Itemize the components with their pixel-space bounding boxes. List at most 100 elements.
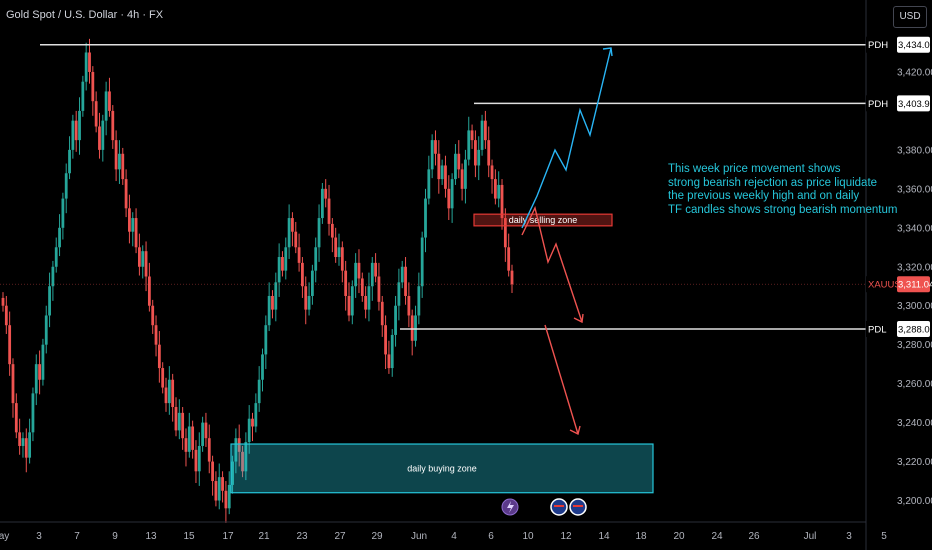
- candle-body: [51, 266, 55, 287]
- time-axis: ay 3 7 9 13 15 17 21 23 27 29 Jun 4 6 10 12 14 18 20 24 26 Ju…: [0, 521, 887, 542]
- candle-body: [334, 237, 338, 258]
- note-line: This week price movement shows: [668, 163, 841, 175]
- candle-body: [261, 354, 264, 380]
- candle-body: [304, 286, 308, 310]
- candle-body: [390, 334, 394, 369]
- candle-body: [1, 297, 5, 306]
- candle-body: [380, 301, 384, 326]
- candle-body: [201, 422, 205, 446]
- chart-overlays: daily selling zone daily buying zone: [0, 43, 866, 516]
- candle-body: [294, 231, 298, 248]
- candle-body: [257, 379, 261, 404]
- candle-body: [354, 262, 358, 287]
- lightning-icon: [507, 501, 514, 513]
- candle-body: [284, 247, 288, 271]
- candle-body: [474, 140, 477, 166]
- price-tick-label: 3,280.00: [897, 340, 932, 351]
- price-tick-label: 3,420.00: [897, 67, 932, 78]
- candle-body: [503, 218, 507, 248]
- note-line: strong bearish rejection as price liquid…: [668, 176, 878, 189]
- candle-body: [38, 364, 41, 380]
- price-tick-label: 3,200.00: [897, 496, 932, 507]
- price-tick-label: 3,380.00: [897, 145, 932, 156]
- candle-body: [404, 266, 407, 296]
- candle-body: [437, 153, 441, 180]
- level-name-label: PDL: [868, 324, 886, 335]
- time-tick-label: 17: [222, 531, 234, 542]
- candle-body: [78, 110, 81, 141]
- time-tick-label: 7: [74, 531, 80, 542]
- candle-body: [477, 149, 481, 166]
- candle-body: [101, 120, 105, 150]
- candle-body: [264, 325, 268, 355]
- level-price-label: 3,434.00: [898, 40, 932, 51]
- candle-body: [94, 101, 98, 127]
- price-tick-label: 3,240.00: [897, 418, 932, 429]
- price-tick-label: 3,340.00: [897, 223, 932, 234]
- time-tick-label: 3: [36, 531, 42, 542]
- time-tick-label: 24: [711, 531, 723, 542]
- level-name-label: XAUUSD: [868, 280, 908, 291]
- candle-body: [234, 438, 238, 462]
- candle-body: [324, 188, 328, 199]
- candle-body: [360, 278, 364, 296]
- candle-body: [454, 153, 457, 180]
- candle-body: [174, 407, 178, 431]
- level-price-tag: [897, 276, 930, 293]
- candle-body: [31, 393, 35, 433]
- symbol-title[interactable]: Gold Spot / U.S. Dollar · 4h · FX: [6, 9, 164, 21]
- price-tick-label: 3,300.00: [897, 301, 932, 312]
- candle-body: [384, 325, 387, 355]
- candle-body: [151, 305, 155, 326]
- candle-body: [227, 484, 231, 509]
- candle-body: [493, 179, 497, 199]
- candle-body: [44, 315, 48, 345]
- candle-body: [420, 237, 424, 287]
- candle-body: [221, 477, 224, 491]
- candle-body: [271, 295, 274, 310]
- candle-body: [68, 149, 71, 174]
- time-tick-label: 10: [522, 531, 534, 542]
- candle-body: [400, 266, 404, 283]
- candle-body: [330, 223, 334, 238]
- candle-body: [64, 173, 68, 199]
- candle-body: [407, 295, 411, 316]
- level-price-label: 3,288.05: [898, 324, 932, 335]
- candle-body: [147, 276, 151, 306]
- candle-body: [507, 247, 511, 271]
- level-price-tag: [897, 95, 930, 112]
- candle-body: [497, 184, 501, 199]
- candle-body: [357, 262, 361, 279]
- candle-body: [344, 270, 348, 296]
- candle-body: [48, 286, 51, 316]
- time-tick-label: 6: [488, 531, 494, 542]
- candle-body: [177, 412, 181, 431]
- candle-body: [161, 368, 165, 388]
- candle-body: [91, 71, 95, 102]
- candle-body: [320, 188, 324, 219]
- candle-body: [8, 325, 12, 365]
- candle-body: [314, 247, 318, 271]
- candle-body: [187, 426, 191, 452]
- time-tick-label: 13: [145, 531, 157, 542]
- currency-button[interactable]: USD: [893, 6, 927, 28]
- candle-body: [447, 188, 451, 209]
- candle-body: [157, 344, 161, 369]
- candle-body: [34, 364, 38, 394]
- candle-body: [347, 295, 351, 316]
- time-tick-label: 18: [635, 531, 647, 542]
- candle-body: [281, 257, 284, 271]
- candle-body: [128, 208, 131, 232]
- selling-zone-label: daily selling zone: [509, 215, 578, 225]
- candle-body: [254, 403, 258, 427]
- buying-zone-label: daily buying zone: [407, 463, 477, 473]
- candle-body: [167, 379, 171, 404]
- candle-body: [244, 442, 248, 472]
- candle-body: [98, 126, 101, 150]
- candle-body: [487, 140, 491, 166]
- candle-body: [414, 315, 417, 341]
- time-tick-label: 29: [371, 531, 383, 542]
- level-price-label: 3,403.90: [898, 99, 932, 110]
- time-tick-label: 5: [881, 531, 887, 542]
